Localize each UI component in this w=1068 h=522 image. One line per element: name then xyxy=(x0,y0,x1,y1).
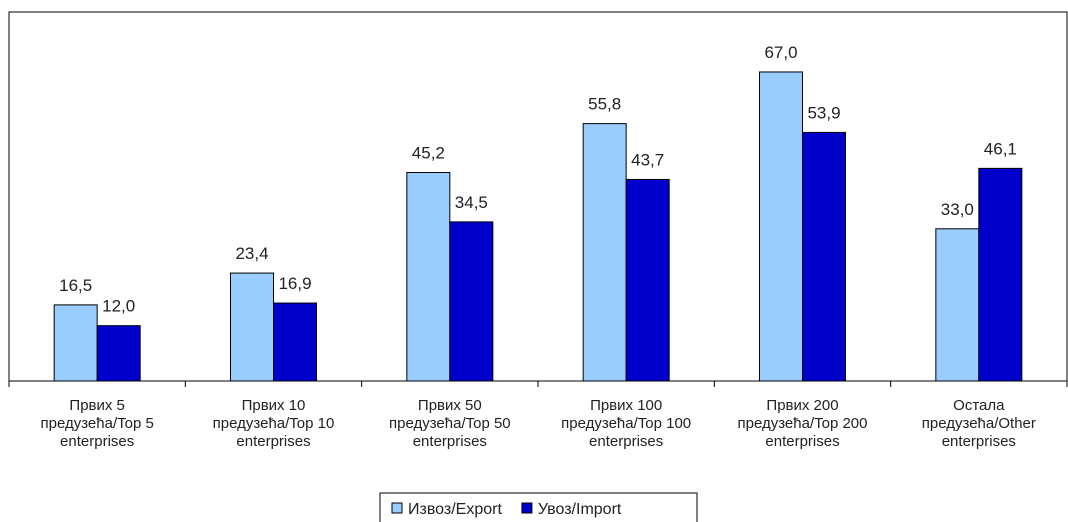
bar xyxy=(449,221,494,382)
data-label: 16,9 xyxy=(278,274,311,293)
bar xyxy=(625,178,670,382)
legend-box xyxy=(379,492,698,522)
bar xyxy=(230,272,274,382)
data-label: 16,5 xyxy=(59,276,92,295)
bar xyxy=(53,304,98,382)
legend-swatch xyxy=(521,502,533,514)
data-label: 46,1 xyxy=(984,139,1017,158)
data-label: 12,0 xyxy=(102,297,135,316)
x-tick-label: Првих 50 предузећа/Top 50 enterprises xyxy=(388,397,511,450)
bar xyxy=(978,167,1023,382)
bar xyxy=(759,71,803,382)
legend-label: Увоз/Import xyxy=(538,501,622,518)
x-tick-label: Првих 5 предузећа/Top 5 enterprises xyxy=(40,397,154,450)
data-label: 53,9 xyxy=(807,103,840,122)
plot-frame xyxy=(8,11,1068,382)
legend-label: Извоз/Export xyxy=(408,501,502,518)
bar xyxy=(935,228,980,382)
data-label: 34,5 xyxy=(455,193,488,212)
x-tick-label: Првих 100 предузећа/Top 100 enterprises xyxy=(561,397,692,450)
bar xyxy=(582,123,627,382)
data-label: 33,0 xyxy=(941,200,974,219)
bar xyxy=(406,172,451,382)
bar xyxy=(273,302,317,382)
data-label: 67,0 xyxy=(764,43,797,62)
data-label: 45,2 xyxy=(412,144,445,163)
legend-swatch xyxy=(391,502,403,514)
data-label: 55,8 xyxy=(588,95,621,114)
bar xyxy=(802,131,846,382)
bar xyxy=(96,325,141,382)
x-tick-label: Првих 10 предузећа/Top 10 enterprises xyxy=(212,397,335,450)
x-tick-label: Остала предузећа/Other enterprises xyxy=(921,397,1036,450)
data-label: 23,4 xyxy=(235,244,268,263)
data-label: 43,7 xyxy=(631,150,664,169)
x-tick-label: Првих 200 предузећа/Top 200 enterprises xyxy=(737,397,868,450)
